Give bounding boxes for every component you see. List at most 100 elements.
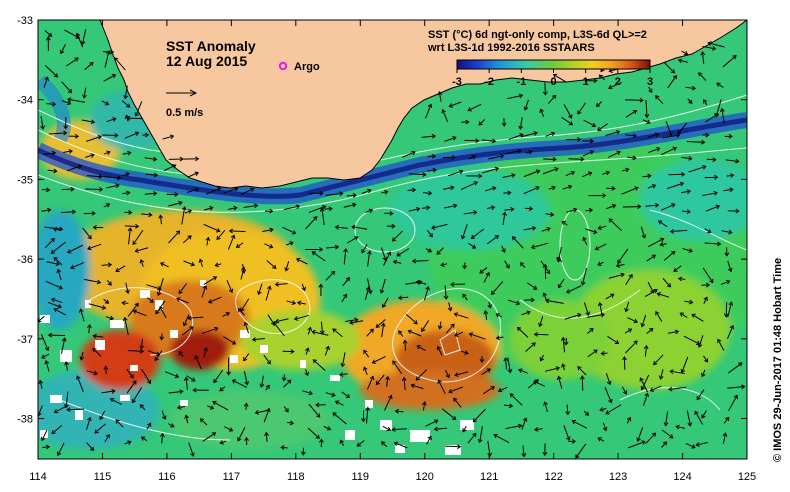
velocity-arrow [641, 314, 647, 327]
velocity-arrow [51, 298, 63, 304]
velocity-arrow-head [356, 442, 362, 447]
velocity-arrow [224, 426, 233, 432]
velocity-arrow [424, 286, 429, 301]
velocity-arrow [553, 74, 566, 83]
velocity-arrow [305, 348, 309, 355]
velocity-arrow [685, 86, 696, 89]
velocity-arrow [343, 248, 347, 265]
velocity-arrow [94, 423, 106, 434]
velocity-arrow [667, 182, 684, 189]
velocity-arrow [484, 310, 488, 320]
velocity-arrow-head [671, 250, 676, 256]
velocity-arrow-head [187, 209, 193, 214]
velocity-arrow [676, 425, 686, 429]
velocity-arrow [305, 369, 309, 376]
velocity-arrow-head [96, 279, 102, 285]
velocity-arrow-head [565, 436, 571, 441]
velocity-arrow-head [580, 281, 586, 286]
velocity-arrow-head [471, 155, 477, 160]
velocity-arrow-head [195, 156, 200, 162]
velocity-arrow-head [687, 422, 693, 427]
velocity-arrow [517, 327, 529, 338]
velocity-arrow [723, 188, 733, 192]
velocity-arrow [670, 370, 685, 375]
velocity-arrow-head [542, 91, 548, 96]
velocity-arrow-head [696, 396, 701, 401]
velocity-arrow-head [154, 356, 159, 362]
velocity-arrow-head [291, 230, 297, 235]
velocity-arrow-head [561, 220, 566, 225]
velocity-arrow [701, 369, 706, 377]
velocity-arrow-head [63, 125, 69, 130]
velocity-arrow [44, 65, 58, 78]
velocity-arrow [395, 410, 404, 413]
velocity-arrow [448, 302, 452, 311]
velocity-arrow [283, 406, 289, 413]
velocity-arrow-head [605, 410, 610, 415]
velocity-arrow [141, 213, 152, 216]
velocity-arrow-head [616, 150, 621, 156]
velocity-arrow-head [550, 131, 556, 137]
velocity-arrow-head [633, 340, 638, 345]
velocity-arrow-head [565, 411, 571, 416]
velocity-arrow [561, 116, 573, 126]
velocity-arrow [534, 428, 543, 431]
velocity-arrow [645, 99, 648, 118]
velocity-arrow-head [530, 244, 536, 250]
velocity-arrow-head [542, 451, 548, 457]
velocity-arrow-head [159, 262, 165, 267]
velocity-arrow [201, 285, 207, 298]
velocity-arrow [101, 264, 112, 266]
velocity-arrow [183, 314, 190, 326]
velocity-arrow-head [640, 385, 646, 391]
velocity-arrow-head [380, 322, 386, 327]
velocity-arrow [115, 265, 126, 272]
velocity-arrow [539, 316, 544, 327]
velocity-arrow-head [516, 326, 522, 332]
y-tick-label: -35 [17, 174, 33, 186]
velocity-arrow [650, 385, 662, 392]
velocity-arrow [159, 215, 162, 225]
velocity-arrow-head [126, 115, 131, 121]
x-axis: 114 115 116 117 118 119 120 121 122 123 124 125 [29, 20, 756, 483]
velocity-arrow-head [695, 442, 700, 447]
velocity-arrow [463, 262, 466, 269]
velocity-arrow-head [462, 265, 468, 270]
velocity-arrow [312, 251, 326, 262]
velocity-arrow-head [328, 206, 333, 212]
velocity-arrow [65, 361, 68, 371]
velocity-arrow-head [470, 234, 476, 239]
velocity-arrow-head [92, 347, 97, 353]
velocity-arrow-head [80, 40, 86, 46]
velocity-arrow-head [199, 418, 205, 423]
velocity-arrow [425, 104, 432, 119]
velocity-arrow [461, 350, 469, 354]
velocity-arrow [404, 340, 407, 351]
velocity-arrow [244, 322, 250, 334]
velocity-arrow [325, 192, 343, 196]
velocity-arrow [83, 278, 101, 284]
velocity-arrow-head [291, 300, 297, 305]
velocity-arrow [297, 302, 306, 305]
velocity-arrow [662, 278, 671, 288]
velocity-arrow-head [369, 328, 374, 333]
velocity-arrow [647, 133, 659, 138]
velocity-arrow-head [563, 341, 569, 346]
velocity-arrow-head [178, 289, 183, 295]
velocity-arrow [703, 297, 708, 304]
velocity-arrow-head [293, 316, 299, 321]
velocity-arrow-head [436, 345, 442, 351]
velocity-arrow-head [45, 444, 51, 450]
velocity-arrow-head [436, 250, 441, 255]
velocity-arrow-head [87, 245, 92, 251]
velocity-arrow-head [705, 132, 710, 138]
velocity-arrow-head [669, 434, 674, 439]
velocity-arrow [681, 156, 692, 160]
velocity-arrow [540, 109, 545, 118]
colorbar-tick-label: -1 [516, 76, 526, 88]
velocity-arrow [324, 346, 330, 356]
velocity-arrow-head [473, 181, 479, 186]
velocity-arrow [46, 261, 60, 265]
velocity-arrow-head [381, 303, 387, 309]
velocity-arrow [727, 260, 732, 272]
